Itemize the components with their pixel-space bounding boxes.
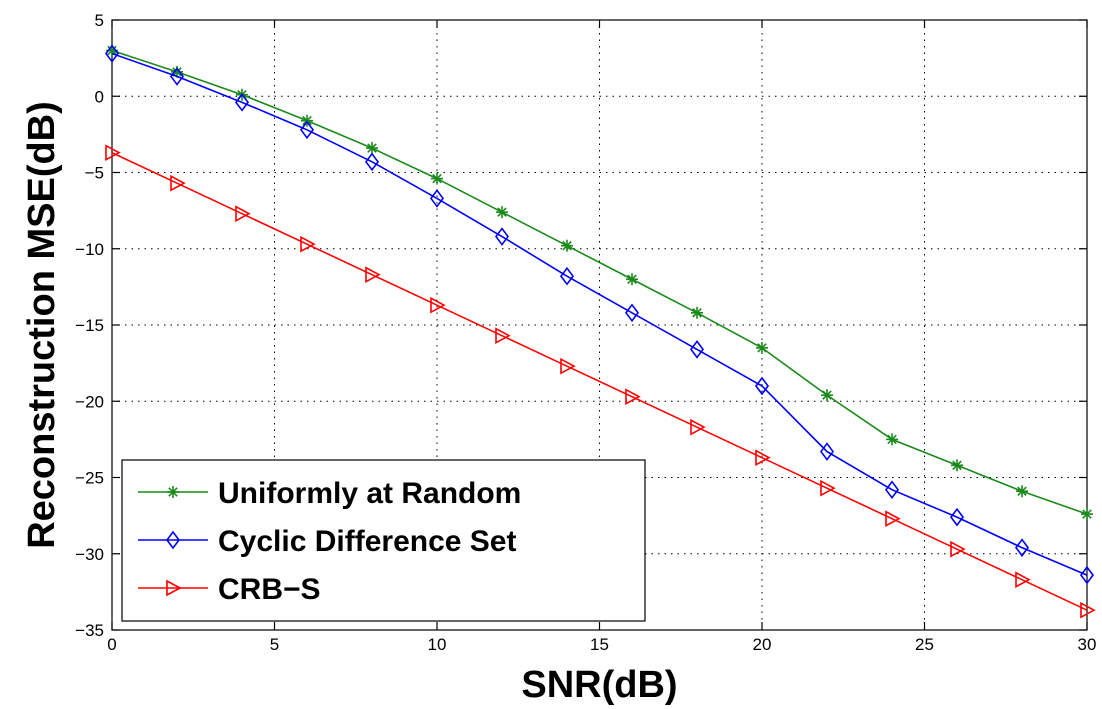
x-tick-label: 30 (1078, 635, 1097, 654)
asterisk-marker (821, 389, 833, 401)
asterisk-marker (561, 240, 573, 252)
y-tick-label: −35 (75, 621, 104, 640)
x-tick-label: 5 (270, 635, 279, 654)
y-tick-label: −25 (75, 469, 104, 488)
asterisk-marker (951, 459, 963, 471)
y-tick-label: −10 (75, 240, 104, 259)
asterisk-marker (431, 173, 443, 185)
y-tick-label: −15 (75, 316, 104, 335)
x-tick-label: 20 (753, 635, 772, 654)
asterisk-marker (496, 206, 508, 218)
x-tick-label: 15 (590, 635, 609, 654)
asterisk-marker (691, 307, 703, 319)
y-tick-label: −5 (85, 164, 104, 183)
series-line (112, 51, 1087, 515)
asterisk-marker (1081, 508, 1093, 520)
asterisk-marker (1016, 485, 1028, 497)
legend-label: CRB−S (218, 573, 321, 606)
asterisk-marker (366, 142, 378, 154)
y-tick-label: 0 (95, 87, 104, 106)
asterisk-marker (167, 486, 179, 498)
x-tick-label: 0 (107, 635, 116, 654)
asterisk-marker (886, 433, 898, 445)
asterisk-marker (626, 273, 638, 285)
y-tick-label: 5 (95, 11, 104, 30)
x-axis-title: SNR(dB) (521, 664, 677, 706)
y-tick-label: −30 (75, 545, 104, 564)
asterisk-marker (756, 342, 768, 354)
x-tick-label: 10 (428, 635, 447, 654)
legend-label: Cyclic Difference Set (218, 525, 516, 558)
legend: Uniformly at Random Cyclic Difference Set… (122, 460, 645, 621)
y-tick-label: −20 (75, 392, 104, 411)
x-tick-label: 25 (915, 635, 934, 654)
y-axis-title: Reconstruction MSE(dB) (21, 101, 63, 549)
series-1 (106, 45, 1093, 521)
legend-label: Uniformly at Random (218, 477, 521, 510)
